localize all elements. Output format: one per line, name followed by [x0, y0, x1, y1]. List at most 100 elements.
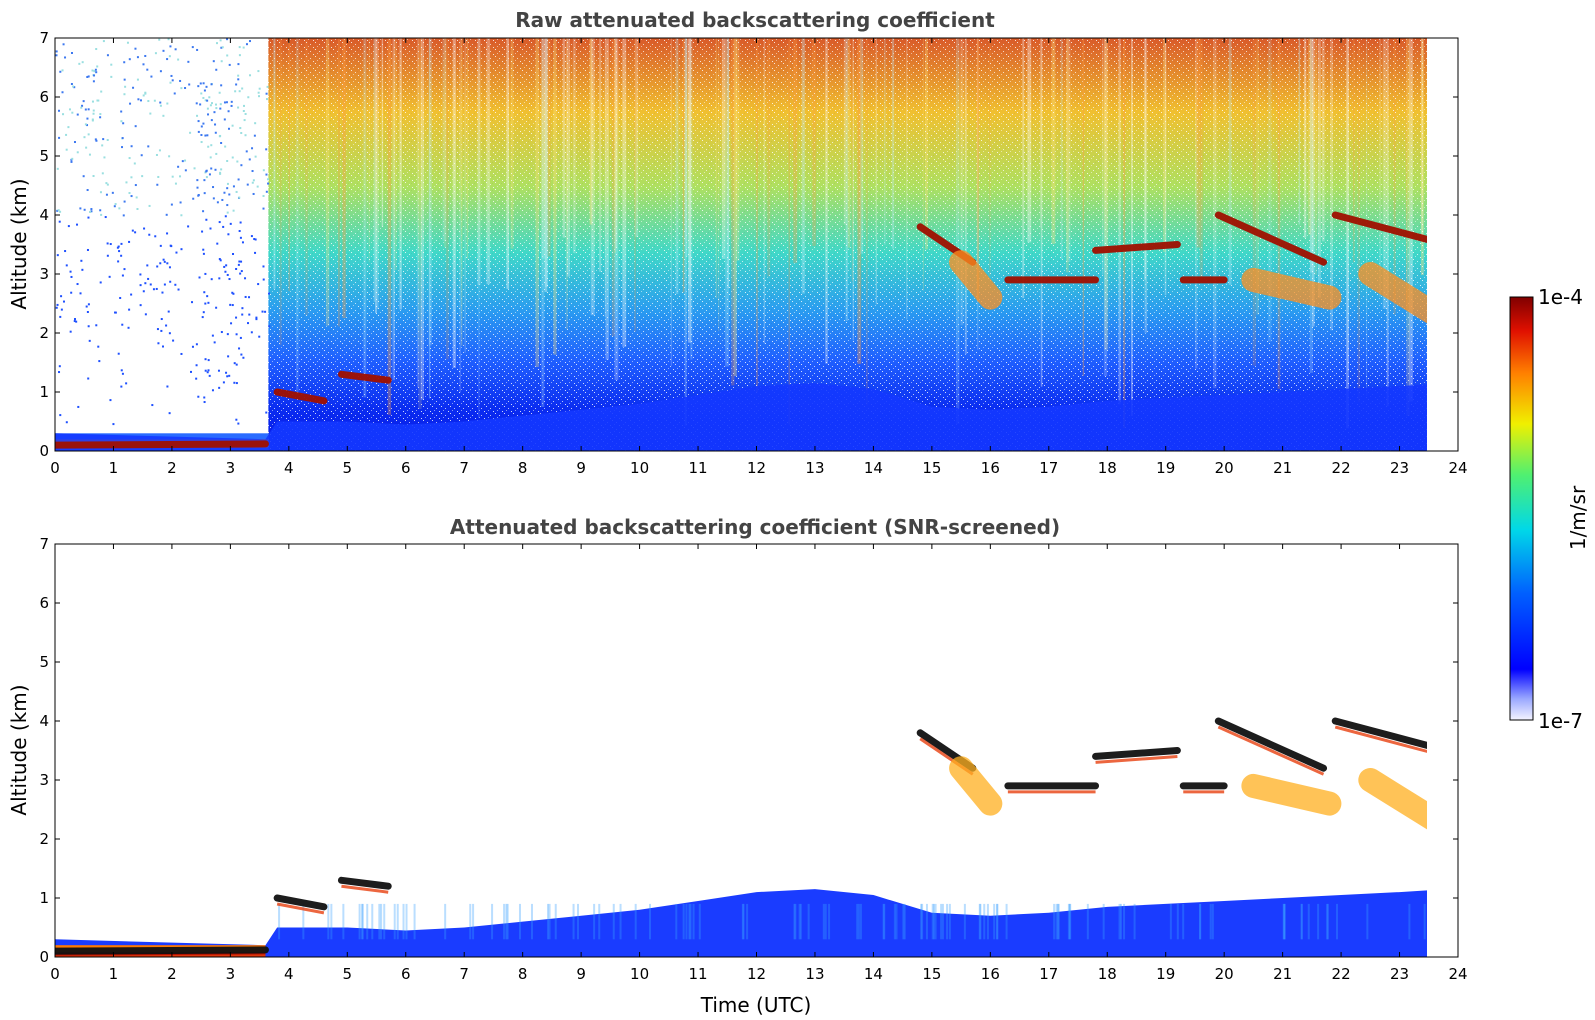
bl-streak — [378, 903, 381, 940]
bl-streak — [1057, 903, 1060, 940]
x-tick-label: 2 — [167, 965, 177, 983]
noise-dot — [202, 96, 205, 99]
noise-dot — [141, 175, 144, 178]
noise-dot — [198, 276, 201, 279]
noise-dot — [146, 68, 149, 71]
bl-streak — [940, 903, 943, 940]
noise-dot — [200, 141, 203, 144]
noise-dot — [168, 332, 171, 335]
noise-dot — [244, 112, 247, 115]
noise-dot — [219, 39, 222, 42]
bl-streak — [934, 903, 937, 940]
x-tick-label: 11 — [688, 965, 707, 983]
noise-dot — [229, 222, 232, 225]
noise-dot — [242, 46, 245, 49]
noise-dot — [81, 61, 84, 64]
bl-streak — [649, 903, 652, 940]
bl-streak — [1086, 903, 1089, 940]
noise-dot — [255, 316, 258, 319]
noise-dot — [265, 148, 268, 151]
bl-streak — [963, 903, 966, 940]
noise-dot — [65, 264, 68, 267]
noise-dot — [110, 63, 113, 66]
noise-dot — [188, 83, 191, 86]
noise-dot — [71, 111, 74, 114]
noise-dot — [58, 365, 61, 368]
noise-dot — [84, 123, 87, 126]
noise-dot — [232, 292, 235, 295]
noise-dot — [166, 385, 169, 388]
noise-dot — [134, 231, 137, 234]
noise-dot — [217, 369, 220, 372]
noise-dot — [210, 144, 213, 147]
bl-streak — [857, 903, 860, 940]
noise-dot — [204, 134, 207, 137]
noise-dot — [117, 245, 120, 248]
bl-streak — [856, 903, 859, 940]
noise-dot — [204, 358, 207, 361]
noise-dot — [171, 79, 174, 82]
noise-dot — [134, 125, 137, 128]
x-tick-label: 21 — [1273, 459, 1292, 477]
x-tick-label: 4 — [284, 459, 294, 477]
noise-dot — [209, 104, 212, 107]
noise-dot — [154, 52, 157, 55]
noise-dot — [106, 54, 109, 57]
noise-dot — [248, 313, 251, 316]
noise-dot — [265, 173, 268, 176]
noise-dot — [71, 157, 74, 160]
noise-dot — [154, 235, 157, 238]
noise-dot — [136, 78, 139, 81]
noise-dot — [226, 273, 229, 276]
noise-dot — [246, 183, 249, 186]
noise-dot — [203, 291, 206, 294]
bl-streak — [330, 903, 333, 940]
x-tick-label: 9 — [576, 459, 586, 477]
noise-dot — [208, 374, 211, 377]
noise-dot — [158, 38, 161, 41]
noise-dot — [89, 210, 92, 213]
noise-dot — [226, 211, 229, 214]
noise-dot — [153, 99, 156, 102]
noise-dot — [254, 238, 257, 241]
noise-dot — [99, 191, 102, 194]
x-tick-label: 23 — [1390, 965, 1409, 983]
noise-dot — [235, 190, 238, 193]
noise-dot — [130, 145, 133, 148]
noise-dot — [253, 134, 256, 137]
noise-dot — [155, 153, 158, 156]
noise-dot — [166, 262, 169, 265]
noise-dot — [227, 127, 230, 130]
noise-dot — [100, 213, 103, 216]
noise-dot — [215, 42, 218, 45]
noise-dot — [207, 369, 210, 372]
boundary-layer — [55, 383, 1427, 451]
noise-dot — [120, 120, 123, 123]
bl-streak — [1133, 903, 1136, 940]
no-data-strip — [1446, 38, 1458, 451]
noise-dot — [64, 56, 67, 59]
noise-dot — [219, 259, 222, 262]
noise-dot — [238, 230, 241, 233]
cloud-layer — [1214, 717, 1328, 772]
noise-dot — [231, 156, 234, 159]
cloud-layer — [1092, 747, 1181, 760]
noise-dot — [94, 138, 97, 141]
noise-dot — [267, 182, 270, 185]
noise-dot — [207, 301, 210, 304]
noise-dot — [213, 341, 216, 344]
noise-dot — [60, 308, 63, 311]
noise-dot — [184, 87, 187, 90]
bl-streak — [996, 903, 999, 940]
noise-dot — [122, 122, 125, 125]
noise-dot — [195, 343, 198, 346]
noise-dot — [240, 270, 243, 273]
noise-dot — [109, 399, 112, 402]
noise-dot — [76, 151, 79, 154]
noise-dot — [235, 83, 238, 86]
noise-dot — [168, 155, 171, 158]
noise-dot — [156, 265, 159, 268]
bl-streak — [983, 903, 986, 940]
noise-dot — [203, 401, 206, 404]
noise-dot — [87, 325, 90, 328]
